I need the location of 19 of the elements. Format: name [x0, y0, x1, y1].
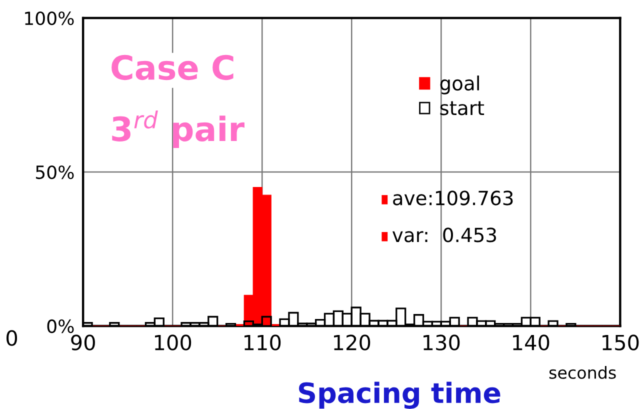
- y-tick-label: 100%: [25, 11, 74, 26]
- text: 0: [6, 330, 18, 346]
- x-tick-label: 100: [155, 334, 192, 350]
- x-tick-label: 90: [71, 334, 95, 350]
- y-tick-label: 0%: [47, 319, 74, 334]
- x-tick-label: 120: [334, 334, 370, 350]
- annotation: Case C: [112, 54, 234, 80]
- x-tick-label: 130: [424, 334, 460, 350]
- legend-label: goal: [440, 76, 479, 94]
- annotation: ave:109.763: [393, 190, 513, 206]
- legend-label: start: [440, 101, 484, 116]
- text: Spacing time: [299, 382, 500, 409]
- annotation: var: 0.453: [392, 228, 496, 242]
- x-tick-label: 140: [513, 334, 550, 350]
- x-axis-title: seconds: [549, 366, 616, 379]
- x-tick-label: 150: [602, 334, 639, 350]
- y-tick-label: 50%: [36, 165, 74, 180]
- annotation: 3$^{rd}$ pair: [112, 110, 244, 148]
- x-tick-label: 110: [244, 334, 281, 350]
